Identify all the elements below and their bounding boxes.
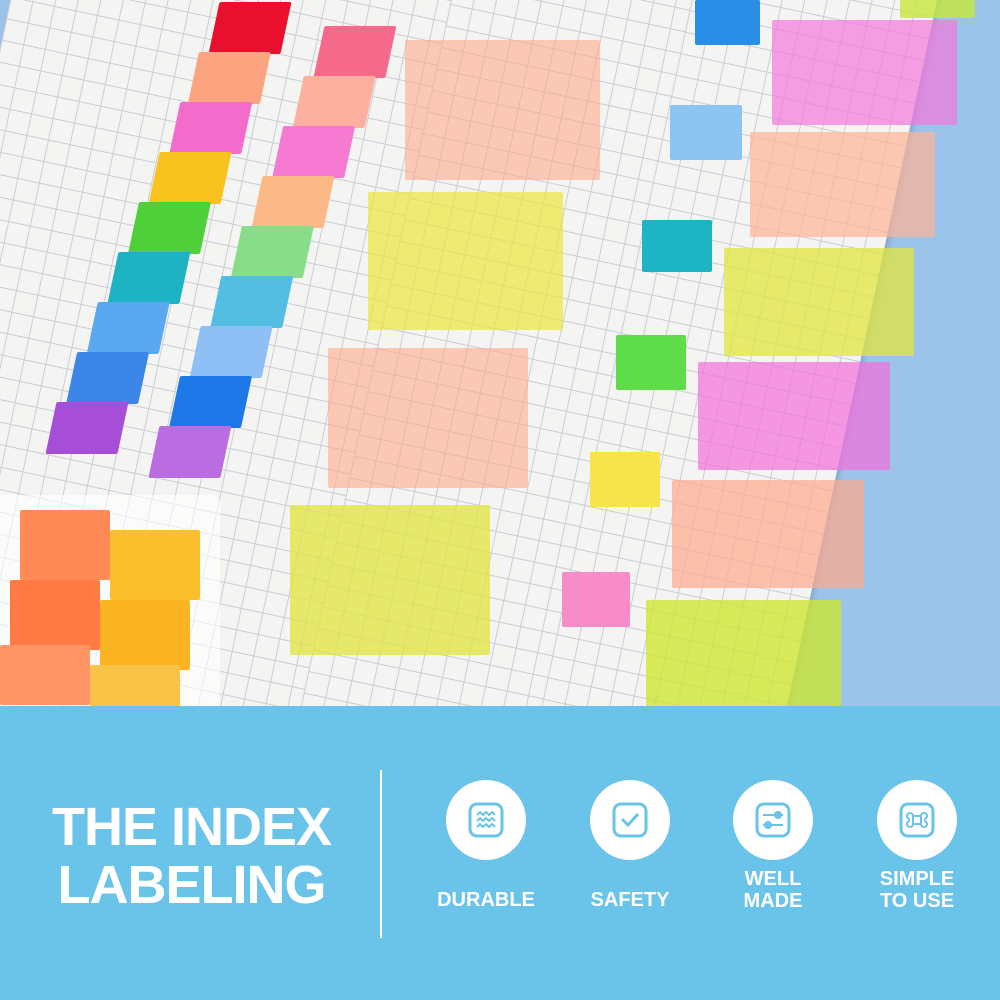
feature-label: SIMPLE TO USE	[879, 868, 955, 912]
sticky-tab	[672, 480, 864, 588]
feature-label: DURABLE	[437, 889, 535, 911]
title-line: LABELING	[57, 855, 327, 915]
sliders-icon	[755, 802, 791, 838]
sticky-tab	[698, 362, 890, 470]
sticky-tab	[646, 600, 841, 706]
sticky-tab	[562, 572, 630, 627]
sticky-tab	[670, 105, 742, 160]
feature-safety: SAFETY	[565, 780, 695, 922]
checkbox-icon	[612, 802, 648, 838]
sticky-tab	[695, 0, 760, 45]
sticky-tab	[724, 248, 914, 356]
feature-well-made: WELL MADE	[708, 780, 838, 912]
sticky-tab	[368, 192, 563, 330]
sticky-tab	[328, 348, 528, 488]
sticky-tab	[405, 40, 600, 180]
sticky-tab	[900, 0, 975, 18]
product-photo	[0, 0, 1000, 706]
feature-label: SAFETY	[590, 889, 670, 911]
sticky-tab	[616, 335, 686, 390]
sticky-tab	[642, 220, 712, 272]
title-line: THE INDEX	[51, 797, 332, 857]
feature-label: WELL MADE	[743, 868, 803, 912]
sticky-tab	[750, 132, 935, 237]
feature-simple-to-use: SIMPLE TO USE	[852, 780, 982, 912]
sticky-tab	[772, 20, 957, 125]
command-key-icon	[899, 802, 935, 838]
banner-title: THE INDEX LABELING	[24, 798, 359, 914]
divider	[380, 770, 382, 938]
tab-dispenser-box	[0, 495, 220, 706]
feature-durable: DURABLE	[421, 780, 551, 922]
sticky-tab	[290, 505, 490, 655]
sticky-tab	[590, 452, 660, 507]
wavy-lines-icon	[468, 802, 504, 838]
